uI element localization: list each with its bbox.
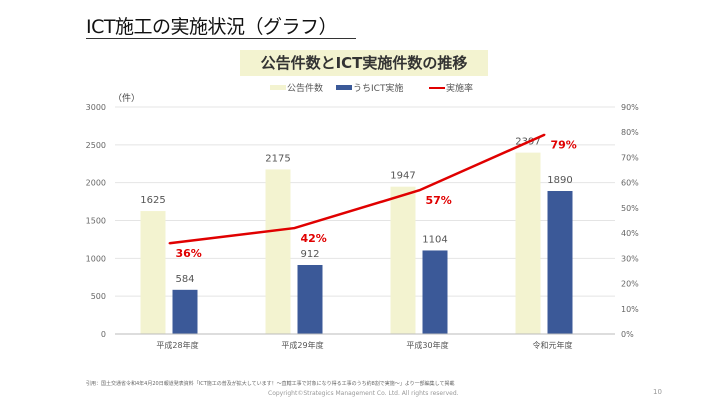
y-axis-label: （件） [113,92,140,104]
data-label: 2175 [265,153,290,164]
y2-tick-label: 20% [621,280,639,289]
y-tick-label: 2000 [86,179,106,188]
data-label: 584 [175,274,194,285]
copyright: Copyright©Strategics Management Co. Ltd.… [268,390,459,397]
page-number: 10 [653,388,662,396]
y-tick-label: 500 [91,292,106,301]
x-tick-label: 平成28年度 [156,340,198,350]
y-tick-label: 1000 [86,254,106,263]
y2-tick-label: 40% [621,229,639,238]
data-label: 1947 [390,171,415,182]
line-point [293,227,296,230]
legend-label: うちICT実施 [353,82,403,94]
legend-swatch [336,85,352,90]
legend-swatch [270,85,286,90]
y2-tick-label: 0% [621,330,634,339]
y2-tick-label: 50% [621,204,639,213]
rate-label: 42% [301,232,327,245]
y2-tick-label: 90% [621,103,639,112]
y-tick-label: 3000 [86,103,106,112]
bar-公告件数 [515,152,541,334]
footnote: 引用：国土交通省令和4年4月20日報道発表資料「ICT施工の普及が拡大しています… [86,381,455,387]
y2-tick-label: 80% [621,128,639,137]
slide-title: ICT施工の実施状況（グラフ） [86,16,337,38]
rate-label: 57% [426,194,452,207]
line-point [418,189,421,192]
bar-公告件数 [390,186,416,334]
y2-tick-label: 70% [621,153,639,162]
data-label: 1625 [140,195,165,206]
title-underline [86,38,356,39]
data-label: 1104 [422,234,447,245]
bar-うちICT実施 [422,250,448,334]
y-tick-label: 0 [101,330,106,339]
x-tick-label: 令和元年度 [533,340,573,350]
data-label: 1890 [547,175,572,186]
legend-label: 実施率 [446,82,473,94]
bar-うちICT実施 [172,289,198,334]
y2-tick-label: 10% [621,305,639,314]
bar-うちICT実施 [297,264,323,334]
line-point [543,133,546,136]
rate-label: 36% [176,247,202,260]
bar-うちICT実施 [547,190,573,334]
rate-label: 79% [551,139,577,152]
legend-label: 公告件数 [287,82,323,94]
bar-公告件数 [265,169,291,334]
line-実施率 [169,133,546,245]
data-label: 912 [300,249,319,260]
y2-tick-label: 30% [621,254,639,263]
x-tick-label: 平成30年度 [406,340,448,350]
bar-公告件数 [140,211,166,334]
chart-title: 公告件数とICT実施件数の推移 [240,50,488,76]
y-tick-label: 2500 [86,141,106,150]
x-tick-label: 平成29年度 [281,340,323,350]
y2-tick-label: 60% [621,179,639,188]
line-point [168,242,171,245]
y-tick-label: 1500 [86,217,106,226]
